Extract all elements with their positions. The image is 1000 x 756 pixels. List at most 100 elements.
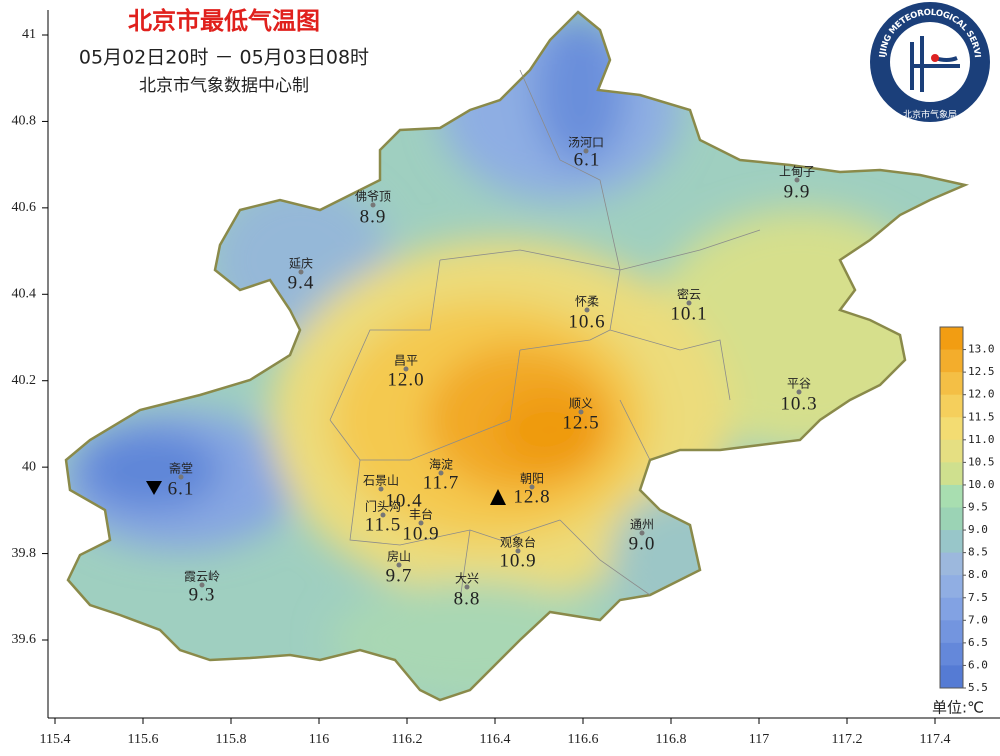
- station-name: 大兴: [455, 572, 479, 586]
- station-name: 朝阳: [520, 472, 544, 486]
- legend-swatch: [940, 349, 963, 373]
- legend-swatch: [940, 575, 963, 599]
- legend-swatch: [940, 665, 963, 689]
- legend-label: 12.5: [968, 365, 995, 378]
- x-tick-label: 115.8: [216, 732, 247, 747]
- station-name: 密云: [677, 287, 701, 302]
- subtitle: 05月02日20时 － 05月03日08时: [79, 47, 369, 69]
- station-dot: [418, 520, 424, 526]
- legend-swatch: [940, 394, 963, 418]
- station-name: 霞云岭: [184, 570, 220, 584]
- legend-swatch: [940, 417, 963, 441]
- x-tick-label: 116.2: [392, 732, 423, 747]
- legend-label: 9.0: [968, 523, 988, 536]
- legend-label: 5.5: [968, 681, 988, 694]
- x-tick-label: 117.4: [920, 732, 951, 747]
- station-value: 9.3: [189, 584, 216, 605]
- legend-label: 11.0: [968, 433, 995, 446]
- station-dot: [396, 562, 402, 568]
- station-value: 10.9: [402, 523, 439, 544]
- station-value: 6.1: [574, 149, 601, 170]
- station-value: 8.8: [454, 588, 481, 609]
- station-value: 12.5: [562, 412, 599, 433]
- legend-label: 6.0: [968, 658, 988, 671]
- station-value: 10.4: [385, 490, 422, 511]
- legend-label: 8.5: [968, 546, 988, 559]
- station-name: 怀柔: [575, 295, 599, 309]
- station-name: 房山: [387, 549, 411, 564]
- y-tick-label: 39.8: [12, 546, 37, 561]
- station-dot: [199, 582, 205, 588]
- station-dot: [794, 177, 800, 183]
- x-tick-label: 117.2: [832, 732, 863, 747]
- legend-label: 11.5: [968, 410, 995, 423]
- station-dot: [639, 530, 645, 536]
- extreme-markers: [146, 481, 506, 505]
- legend-swatch: [940, 597, 963, 621]
- station-dot: [796, 389, 802, 395]
- station-value: 10.1: [670, 303, 707, 324]
- x-tick-label: 116.6: [568, 732, 599, 747]
- station-value: 11.7: [423, 472, 460, 493]
- station-dot: [464, 584, 470, 590]
- station-dot: [584, 307, 590, 313]
- legend-swatch: [940, 507, 963, 531]
- legend-label: 10.0: [968, 478, 995, 491]
- station-value: 9.4: [288, 272, 315, 293]
- legend-label: 7.0: [968, 613, 988, 626]
- legend-label: 7.5: [968, 591, 988, 604]
- legend-unit: 单位:℃: [932, 699, 984, 717]
- legend-label: 13.0: [968, 343, 995, 356]
- x-tick-label: 116.8: [656, 732, 687, 747]
- legend-swatch: [940, 327, 963, 351]
- station-name: 延庆: [289, 257, 313, 271]
- station-dot: [578, 409, 584, 415]
- station-name: 汤河口: [568, 136, 604, 150]
- station-value: 9.7: [386, 565, 413, 586]
- station-value: 10.6: [568, 311, 605, 332]
- station-dot: [403, 366, 409, 372]
- legend-swatch: [940, 620, 963, 644]
- station-dot: [438, 470, 444, 476]
- station-value: 6.1: [168, 478, 195, 499]
- legend-swatch: [940, 462, 963, 486]
- station-value: 9.0: [629, 533, 656, 554]
- station-dot: [378, 486, 384, 492]
- station-dot: [178, 474, 184, 480]
- station-name: 佛爷顶: [355, 190, 391, 204]
- legend-label: 10.5: [968, 455, 995, 468]
- legend-swatch: [940, 642, 963, 666]
- x-tick-label: 115.6: [128, 732, 159, 747]
- legend-swatch: [940, 372, 963, 396]
- station-dot: [380, 512, 386, 518]
- station-value: 8.9: [360, 206, 387, 227]
- legend-swatch: [940, 439, 963, 463]
- y-tick-label: 41: [22, 27, 36, 42]
- station-name: 昌平: [394, 354, 418, 368]
- legend-swatch: [940, 530, 963, 554]
- frame: [47, 10, 1000, 719]
- station-dot: [583, 148, 589, 154]
- station-name: 海淀: [429, 457, 453, 472]
- legend-swatch: [940, 484, 963, 508]
- x-tick-label: 116: [309, 732, 329, 747]
- legend-label: 8.0: [968, 568, 988, 581]
- station-name: 顺义: [569, 397, 593, 411]
- map-title: 北京市最低气温图: [128, 7, 320, 35]
- legend-swatch: [940, 552, 963, 576]
- station-name: 石景山: [363, 474, 399, 488]
- producer: 北京市气象数据中心制: [139, 76, 309, 96]
- x-tick-label: 116.4: [480, 732, 511, 747]
- station-name: 丰台: [409, 507, 433, 522]
- y-tick-label: 40.8: [12, 114, 37, 129]
- district-boundaries: [329, 69, 761, 601]
- station-value: 12.0: [387, 369, 424, 390]
- station-dot: [515, 548, 521, 554]
- station-dot: [298, 269, 304, 275]
- y-tick-label: 40.4: [12, 287, 37, 302]
- station-name: 门头沟: [365, 499, 401, 514]
- x-tick-label: 115.4: [40, 732, 71, 747]
- y-tick-label: 40.6: [12, 200, 37, 215]
